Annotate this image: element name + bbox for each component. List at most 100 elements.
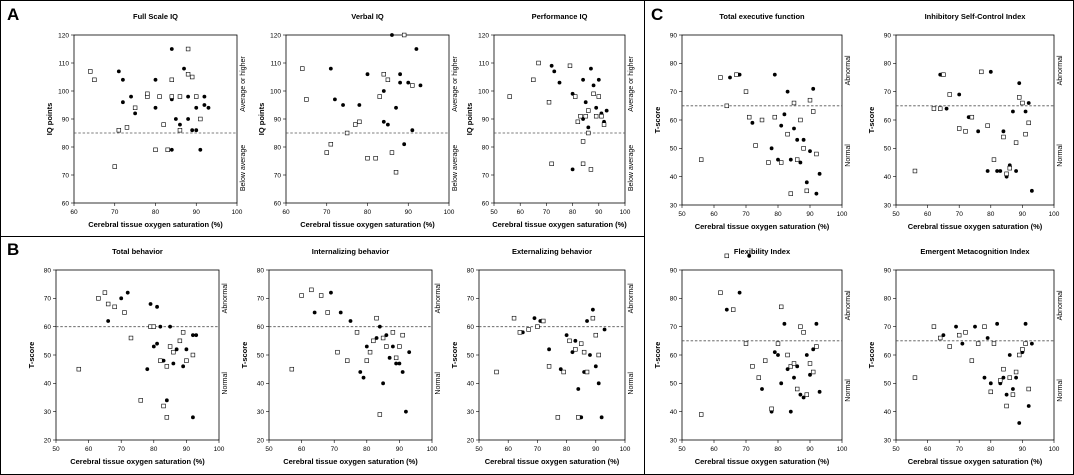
- x-tick-label: 60: [298, 446, 306, 453]
- y-tick-label: 30: [467, 409, 475, 416]
- data-point-open: [791, 361, 797, 366]
- data-point-filled: [348, 319, 353, 323]
- chart-C3: Flexibility Index 50 60 70 80 90 100 30 40 50 60 70…: [653, 247, 852, 466]
- data-point-filled: [184, 347, 189, 352]
- x-tick-label: 80: [987, 446, 995, 453]
- y-tick-label: 30: [884, 437, 892, 444]
- data-point-filled: [312, 310, 317, 315]
- data-point-filled: [407, 350, 412, 355]
- data-point-filled: [398, 80, 402, 85]
- data-point-filled: [381, 381, 385, 386]
- data-point-filled: [402, 142, 407, 147]
- data-point-filled: [586, 125, 591, 130]
- x-tick-label: 80: [569, 209, 577, 216]
- data-point-filled: [811, 86, 816, 91]
- data-point-open: [299, 293, 304, 298]
- y-tick-label: 80: [44, 267, 52, 274]
- y-tick-label: 20: [44, 437, 52, 444]
- x-tick-label: 60: [517, 209, 525, 216]
- data-point-filled: [564, 333, 569, 338]
- data-point-filled: [158, 324, 163, 329]
- data-point-filled: [576, 387, 581, 391]
- data-point-open: [365, 156, 370, 161]
- y-axis-label: T-score: [27, 342, 36, 369]
- plot-frame: [285, 34, 450, 204]
- data-point-open: [561, 369, 566, 375]
- plot-frame: [268, 269, 433, 441]
- data-point-filled: [394, 105, 398, 110]
- data-point-open: [1026, 120, 1031, 126]
- above-region-label: Abnormal: [845, 290, 852, 320]
- data-point-open: [775, 341, 781, 346]
- x-tick-label: 80: [152, 209, 160, 216]
- data-point-open: [963, 330, 968, 335]
- data-point-open: [593, 332, 599, 338]
- data-point-open: [588, 167, 594, 172]
- data-point-filled: [155, 304, 159, 309]
- chart-A1: Full Scale IQ 60 70 80 90 100 60 70 80 90 100 110 12…: [45, 12, 247, 229]
- data-point-filled: [724, 307, 729, 312]
- data-point-open: [185, 72, 191, 77]
- below-region-label: Normal: [845, 144, 852, 167]
- data-point-filled: [1017, 421, 1022, 425]
- x-tick-label: 100: [620, 209, 631, 216]
- data-point-open: [804, 392, 810, 397]
- data-point-filled: [191, 333, 195, 338]
- plot-frame: [681, 269, 843, 441]
- data-point-open: [128, 335, 134, 341]
- data-point-filled: [381, 89, 386, 93]
- data-point-open: [92, 77, 97, 83]
- chart-title: Verbal IQ: [351, 12, 384, 21]
- data-point-open: [112, 164, 117, 169]
- data-point-filled: [161, 358, 166, 363]
- data-point-filled: [772, 72, 777, 77]
- data-point-open: [164, 364, 170, 369]
- data-point-open: [1001, 366, 1006, 372]
- x-tick-label: 60: [710, 446, 718, 453]
- below-region-label: Normal: [845, 379, 852, 402]
- y-tick-label: 40: [670, 409, 678, 416]
- y-tick-label: 40: [467, 381, 475, 388]
- data-point-open: [718, 290, 723, 295]
- data-point-open: [814, 151, 819, 157]
- data-point-filled: [737, 72, 742, 77]
- y-tick-label: 50: [467, 352, 475, 359]
- data-point-filled: [801, 395, 806, 400]
- y-tick-label: 100: [478, 88, 489, 95]
- data-point-filled: [397, 361, 402, 366]
- data-point-filled: [155, 341, 159, 346]
- data-point-open: [180, 330, 186, 335]
- data-point-open: [596, 94, 602, 99]
- chart-A2: Verbal IQ 60 70 80 90 100 60 70 80 90 100 110 120 Cer…: [257, 12, 459, 229]
- plot-frame: [895, 269, 1055, 441]
- above-region-label: Average or higher: [240, 56, 247, 112]
- data-point-filled: [1001, 375, 1006, 380]
- x-tick-label: 50: [892, 211, 900, 218]
- data-point-open: [171, 349, 176, 355]
- data-point-open: [1007, 375, 1012, 380]
- plot-frame: [478, 269, 626, 441]
- data-point-filled: [145, 367, 150, 372]
- data-point-open: [96, 296, 101, 301]
- x-axis-label: Cerebral tissue oxygen saturation (%): [908, 222, 1043, 231]
- data-point-open: [724, 103, 730, 109]
- data-point-open: [138, 398, 143, 403]
- x-tick-label: 70: [742, 446, 750, 453]
- data-point-open: [289, 366, 295, 372]
- data-point-filled: [182, 66, 186, 71]
- data-point-open: [161, 122, 166, 127]
- data-point-open: [794, 386, 800, 392]
- data-point-open: [184, 358, 189, 363]
- data-point-filled: [590, 307, 595, 312]
- above-region-label: Abnormal: [222, 283, 229, 313]
- y-tick-label: 40: [884, 174, 892, 181]
- y-tick-label: 70: [44, 296, 52, 303]
- data-point-open: [318, 293, 324, 298]
- data-point-filled: [804, 353, 809, 357]
- y-tick-label: 70: [274, 172, 282, 179]
- data-point-filled: [593, 364, 598, 369]
- y-tick-label: 90: [274, 116, 282, 123]
- data-point-open: [511, 315, 517, 321]
- y-tick-label: 110: [59, 60, 70, 67]
- data-point-open: [555, 415, 561, 420]
